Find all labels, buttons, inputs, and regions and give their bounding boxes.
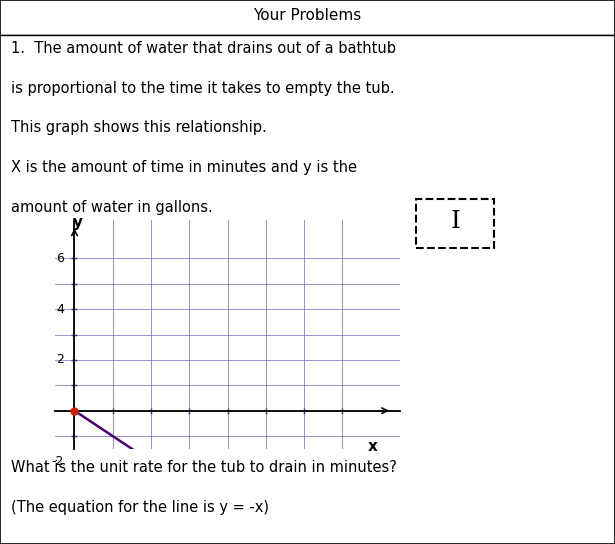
Text: 1.  The amount of water that drains out of a bathtub: 1. The amount of water that drains out o… xyxy=(11,41,396,56)
Text: y: y xyxy=(73,215,83,231)
Text: Your Problems: Your Problems xyxy=(253,8,362,23)
Text: 4: 4 xyxy=(56,302,64,316)
Text: X is the amount of time in minutes and y is the: X is the amount of time in minutes and y… xyxy=(11,160,357,175)
Text: 6: 6 xyxy=(56,252,64,265)
Text: -2: -2 xyxy=(52,455,64,468)
Text: This graph shows this relationship.: This graph shows this relationship. xyxy=(11,120,267,135)
Text: amount of water in gallons.: amount of water in gallons. xyxy=(11,200,213,215)
Text: I: I xyxy=(450,211,460,233)
Text: x: x xyxy=(368,438,378,454)
Text: is proportional to the time it takes to empty the tub.: is proportional to the time it takes to … xyxy=(11,81,395,96)
Text: 2: 2 xyxy=(56,354,64,367)
Text: What is the unit rate for the tub to drain in minutes?: What is the unit rate for the tub to dra… xyxy=(11,460,397,475)
Text: (The equation for the line is y = -x): (The equation for the line is y = -x) xyxy=(11,500,269,516)
